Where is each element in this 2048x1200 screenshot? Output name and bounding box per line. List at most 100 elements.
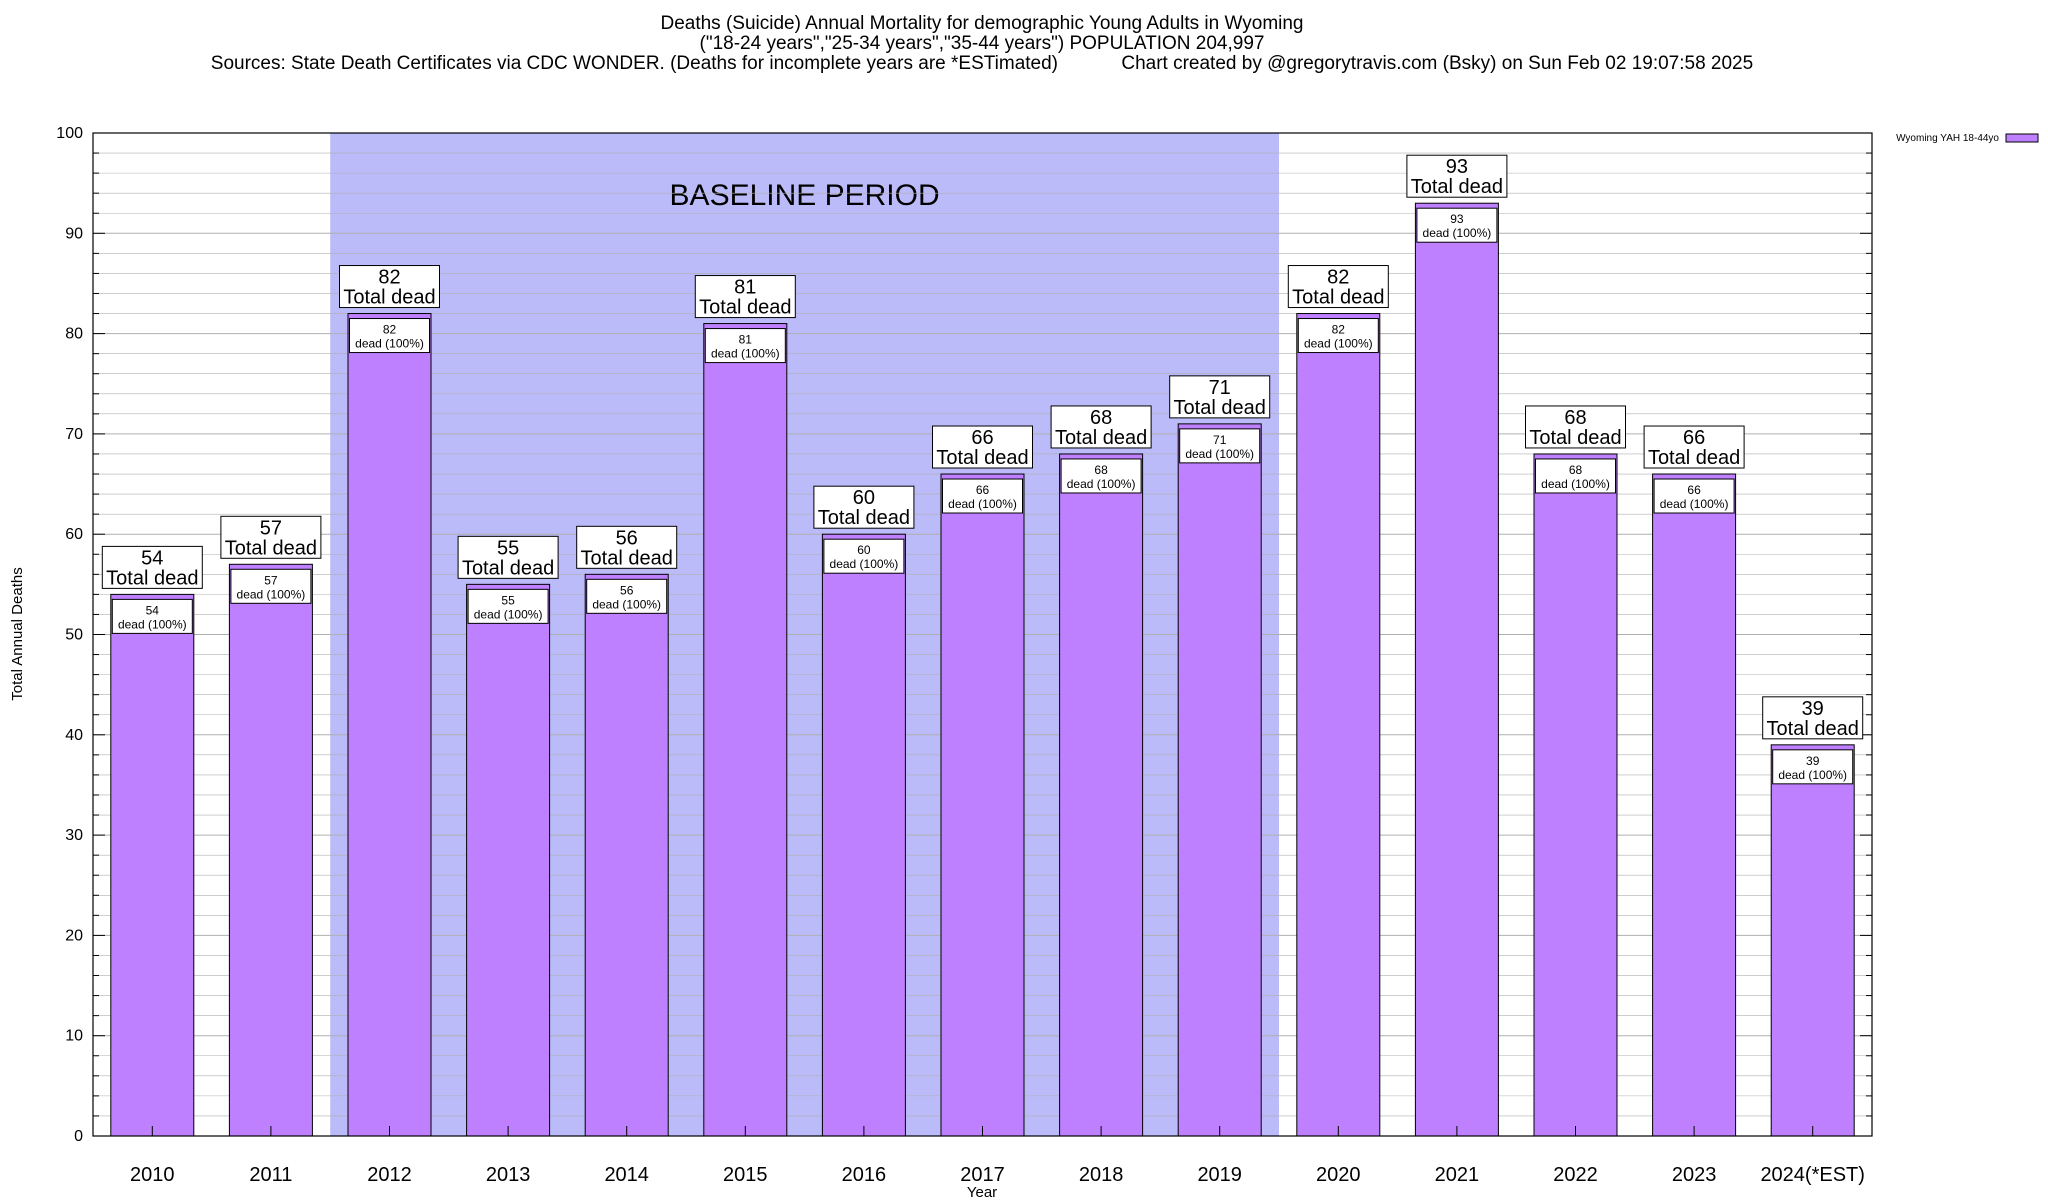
total-text-label: Total dead bbox=[699, 297, 791, 319]
x-tick-label: 2023 bbox=[1672, 1164, 1717, 1186]
x-tick-label: 2017 bbox=[960, 1164, 1005, 1186]
total-value-label: 56 bbox=[616, 527, 638, 549]
legend-swatch bbox=[2005, 133, 2039, 143]
baseline-period-label: BASELINE PERIOD bbox=[670, 179, 940, 212]
y-axis-label: Total Annual Deaths bbox=[9, 567, 26, 700]
inner-percent-label: dead (100%) bbox=[1185, 447, 1254, 461]
total-label-box bbox=[932, 425, 1033, 469]
x-tick-label: 2018 bbox=[1079, 1164, 1124, 1186]
x-tick-label: 2015 bbox=[723, 1164, 768, 1186]
inner-label-box bbox=[704, 328, 786, 364]
bar-2017 bbox=[940, 473, 1025, 1137]
bar-2022 bbox=[1533, 453, 1618, 1137]
bar-2011 bbox=[228, 563, 313, 1137]
inner-percent-label: dead (100%) bbox=[948, 497, 1017, 511]
total-value-label: 54 bbox=[141, 547, 163, 569]
total-text-label: Total dead bbox=[225, 537, 317, 559]
inner-percent-label: dead (100%) bbox=[237, 587, 306, 601]
total-value-label: 39 bbox=[1802, 698, 1824, 720]
inner-value-label: 66 bbox=[1687, 483, 1701, 497]
chart-title: Deaths (Suicide) Annual Mortality for de… bbox=[660, 13, 1304, 34]
total-label-box bbox=[1287, 265, 1389, 309]
inner-percent-label: dead (100%) bbox=[1541, 477, 1610, 491]
inner-percent-label: dead (100%) bbox=[355, 337, 424, 351]
inner-value-label: 82 bbox=[1332, 323, 1346, 337]
y-tick-label: 80 bbox=[65, 326, 83, 343]
total-value-label: 93 bbox=[1446, 156, 1468, 178]
inner-value-label: 54 bbox=[146, 603, 160, 617]
inner-label-box bbox=[586, 578, 668, 614]
inner-percent-label: dead (100%) bbox=[1660, 497, 1729, 511]
inner-percent-label: dead (100%) bbox=[1423, 226, 1492, 240]
x-tick-label: 2021 bbox=[1435, 1164, 1480, 1186]
inner-value-label: 81 bbox=[739, 333, 753, 347]
inner-label-box bbox=[1297, 318, 1379, 354]
chart-title-block: Deaths (Suicide) Annual Mortality for de… bbox=[0, 14, 1964, 74]
total-label-box bbox=[1050, 405, 1152, 449]
total-text-label: Total dead bbox=[818, 507, 910, 529]
inner-label-box bbox=[1535, 458, 1616, 494]
total-text-label: Total dead bbox=[1292, 287, 1384, 309]
bar-2021 bbox=[1414, 202, 1499, 1137]
total-value-label: 82 bbox=[378, 267, 400, 289]
total-text-label: Total dead bbox=[1529, 427, 1621, 449]
total-label-box bbox=[1762, 696, 1864, 740]
bar-2019 bbox=[1177, 423, 1262, 1137]
chart-subtitle: ("18-24 years","25-34 years","35-44 year… bbox=[699, 33, 1265, 54]
total-label-box bbox=[1643, 425, 1745, 469]
y-tick-label: 50 bbox=[65, 627, 83, 644]
inner-percent-label: dead (100%) bbox=[1067, 477, 1136, 491]
x-tick-label: 2013 bbox=[486, 1164, 531, 1186]
inner-value-label: 82 bbox=[383, 323, 397, 337]
y-tick-label: 60 bbox=[65, 526, 83, 543]
inner-value-label: 68 bbox=[1094, 463, 1108, 477]
inner-label-box bbox=[823, 538, 905, 574]
inner-value-label: 66 bbox=[976, 483, 990, 497]
x-tick-label: 2012 bbox=[367, 1164, 412, 1186]
total-value-label: 55 bbox=[497, 537, 519, 559]
bar-2018 bbox=[1059, 453, 1144, 1137]
total-label-box bbox=[1169, 375, 1271, 419]
y-tick-label: 10 bbox=[65, 1028, 83, 1045]
inner-value-label: 71 bbox=[1213, 433, 1227, 447]
y-tick-label: 0 bbox=[74, 1128, 83, 1145]
inner-value-label: 57 bbox=[264, 573, 278, 587]
y-tick-label: 100 bbox=[56, 125, 83, 142]
y-tick-label: 70 bbox=[65, 426, 83, 443]
inner-percent-label: dead (100%) bbox=[474, 607, 543, 621]
total-text-label: Total dead bbox=[343, 287, 435, 309]
inner-label-box bbox=[1179, 428, 1261, 464]
bar-2016 bbox=[821, 533, 906, 1137]
y-tick-label: 20 bbox=[65, 927, 83, 944]
inner-label-box bbox=[467, 588, 549, 624]
y-tick-label: 40 bbox=[65, 727, 83, 744]
total-label-box bbox=[457, 535, 559, 579]
y-tick-label: 30 bbox=[65, 827, 83, 844]
x-tick-label: 2020 bbox=[1316, 1164, 1361, 1186]
inner-value-label: 56 bbox=[620, 583, 634, 597]
inner-label-box bbox=[1060, 458, 1142, 494]
inner-value-label: 39 bbox=[1806, 754, 1820, 768]
total-label-box bbox=[1406, 154, 1508, 198]
chart-source-line: Sources: State Death Certificates via CD… bbox=[0, 54, 1964, 74]
bar-2010 bbox=[110, 593, 195, 1137]
total-text-label: Total dead bbox=[1411, 176, 1503, 198]
x-tick-label: 2014 bbox=[604, 1164, 649, 1186]
inner-percent-label: dead (100%) bbox=[592, 597, 661, 611]
inner-label-box bbox=[230, 568, 312, 604]
total-label-box bbox=[220, 515, 322, 559]
total-value-label: 66 bbox=[1683, 427, 1705, 449]
inner-percent-label: dead (100%) bbox=[830, 557, 899, 571]
inner-value-label: 93 bbox=[1450, 212, 1464, 226]
y-tick-label: 90 bbox=[65, 225, 83, 242]
inner-percent-label: dead (100%) bbox=[118, 617, 187, 631]
inner-value-label: 60 bbox=[857, 543, 871, 557]
bar-2013 bbox=[466, 583, 551, 1137]
inner-label-box bbox=[1416, 207, 1498, 243]
total-text-label: Total dead bbox=[936, 447, 1028, 469]
bar-2020 bbox=[1296, 313, 1381, 1137]
legend-label: Wyoming YAH 18-44yo bbox=[1896, 133, 1999, 144]
total-value-label: 57 bbox=[260, 517, 282, 539]
total-label-box bbox=[694, 275, 796, 319]
total-label-box bbox=[1525, 405, 1626, 449]
